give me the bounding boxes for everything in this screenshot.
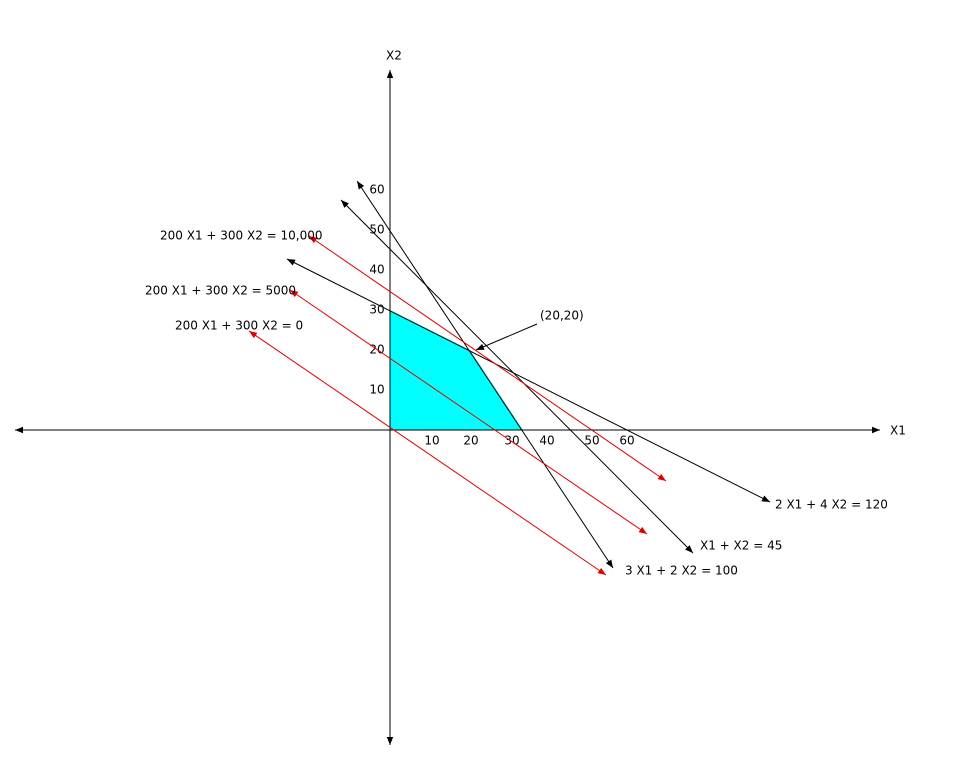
objective-label: 200 X1 + 300 X2 = 10,000 [160,229,323,243]
y-tick-label: 40 [369,263,384,277]
constraint-label: 3 X1 + 2 X2 = 100 [625,564,738,578]
x-axis-label: X1 [890,424,906,438]
objective-line [248,330,607,576]
y-axis-label: X2 [386,49,402,63]
constraint-label: 2 X1 + 4 X2 = 120 [775,498,888,512]
constraint-line [286,258,771,503]
x-tick-label: 10 [424,434,439,448]
x-tick-label: 50 [584,434,599,448]
y-tick-label: 50 [369,223,384,237]
objective-line [308,235,667,482]
constraint-label: X1 + X2 = 45 [700,539,782,553]
x-tick-label: 60 [619,434,634,448]
x-ticks: 10 20 30 40 50 60 [424,434,634,448]
objective-label: 200 X1 + 300 X2 = 5000 [145,284,296,298]
feasible-region [390,310,523,430]
x-tick-label: 20 [463,434,478,448]
optimum-label: (20,20) [540,309,584,323]
x-tick-label: 40 [539,434,554,448]
y-tick-label: 60 [369,183,384,197]
objective-label: 200 X1 + 300 X2 = 0 [175,319,303,333]
objective-line [289,289,648,535]
y-tick-label: 10 [369,383,384,397]
annotation-arrow [475,323,538,351]
